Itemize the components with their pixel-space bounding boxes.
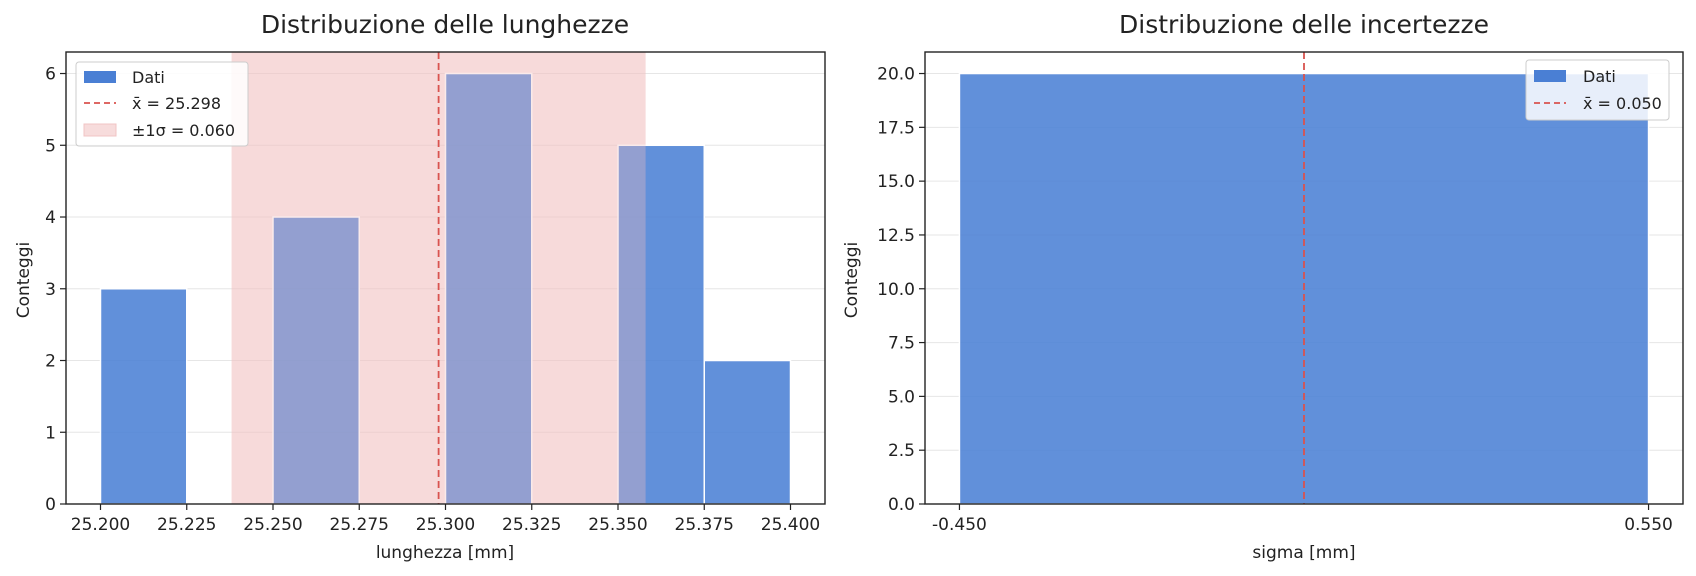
histogram-bar bbox=[617, 144, 705, 505]
y-axis-label: Conteggi bbox=[14, 242, 34, 318]
legend-label-mean: x̄ = 25.298 bbox=[132, 94, 221, 113]
legend-label-data: Dati bbox=[1583, 67, 1616, 86]
y-tick-label: 17.5 bbox=[877, 118, 915, 138]
plot-frame bbox=[924, 51, 1684, 505]
chart-title: Distribuzione delle lunghezze bbox=[261, 10, 629, 39]
x-ticks: 25.200 25.225 25.250 25.275 25.300 25.325 25.3… bbox=[71, 504, 820, 535]
y-tick-label: 0 bbox=[45, 495, 56, 515]
axes bbox=[924, 51, 1684, 505]
y-tick-label: 2.5 bbox=[888, 441, 915, 461]
y-tick-label: 1 bbox=[45, 423, 56, 443]
y-tick-label: 7.5 bbox=[888, 334, 915, 354]
legend: Dati x̄ = 0.050 bbox=[1525, 59, 1670, 121]
y-ticks: 0 1 2 3 4 5 6 bbox=[45, 65, 66, 515]
x-tick-label: 0.550 bbox=[1624, 515, 1673, 535]
x-axis-label: sigma [mm] bbox=[1252, 543, 1355, 563]
histogram-bar bbox=[703, 359, 792, 505]
y-tick-label: 3 bbox=[45, 280, 56, 300]
histogram-bar bbox=[99, 288, 188, 505]
x-axis-label: lunghezza [mm] bbox=[376, 543, 514, 563]
y-tick-label: 5 bbox=[45, 136, 56, 156]
x-tick-label: 25.375 bbox=[675, 515, 734, 535]
y-ticks: 0.0 2.5 5.0 7.5 10.0 12.5 15.0 17.5 20.0 bbox=[877, 65, 925, 515]
y-tick-label: 4 bbox=[45, 208, 56, 228]
y-tick-label: 10.0 bbox=[877, 280, 915, 300]
x-tick-label: 25.300 bbox=[416, 515, 475, 535]
y-tick-label: 12.5 bbox=[877, 226, 915, 246]
y-tick-label: 6 bbox=[45, 65, 56, 85]
x-tick-label: 25.325 bbox=[502, 515, 561, 535]
x-tick-label: 25.400 bbox=[761, 515, 820, 535]
y-tick-label: 20.0 bbox=[877, 65, 915, 85]
legend-label-data: Dati bbox=[132, 68, 165, 87]
x-tick-label: 25.350 bbox=[588, 515, 647, 535]
y-tick-label: 2 bbox=[45, 352, 56, 372]
legend-box bbox=[75, 61, 249, 147]
x-ticks: -0.450 0.550 bbox=[932, 504, 1673, 535]
x-tick-label: 25.275 bbox=[330, 515, 389, 535]
y-tick-label: 0.0 bbox=[888, 495, 915, 515]
y-tick-label: 15.0 bbox=[877, 172, 915, 192]
legend-swatch-data bbox=[1534, 70, 1566, 82]
chart-title: Distribuzione delle incertezze bbox=[1119, 10, 1489, 39]
y-tick-label: 5.0 bbox=[888, 387, 915, 407]
x-tick-label: 25.225 bbox=[157, 515, 216, 535]
x-tick-label: 25.250 bbox=[243, 515, 302, 535]
y-axis-label: Conteggi bbox=[842, 242, 862, 318]
histogram-bar bbox=[272, 216, 360, 505]
legend-label-band: ±1σ = 0.060 bbox=[132, 121, 235, 140]
legend-swatch-band bbox=[83, 123, 117, 137]
legend-label-mean: x̄ = 0.050 bbox=[1583, 94, 1662, 113]
x-tick-label: 25.200 bbox=[71, 515, 130, 535]
length-histogram-panel: Distribuzione delle lunghezze lunghezza … bbox=[14, 10, 826, 563]
legend-swatch-data bbox=[84, 71, 116, 83]
legend: Dati x̄ = 25.298 ±1σ = 0.060 bbox=[75, 61, 249, 147]
x-tick-label: -0.450 bbox=[932, 515, 987, 535]
uncertainty-histogram-panel: Distribuzione delle incertezze sigma [mm… bbox=[842, 10, 1684, 563]
